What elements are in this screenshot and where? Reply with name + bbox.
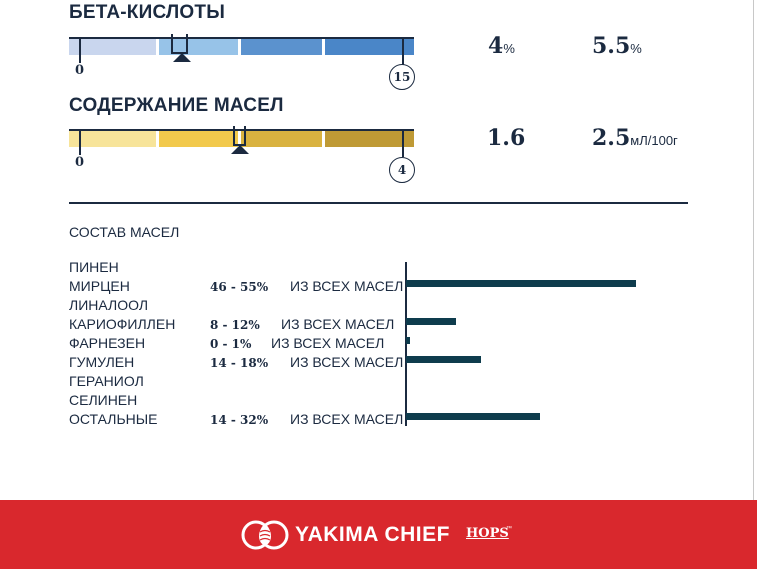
oil-scale-min: 0: [75, 155, 85, 170]
oil-suffix-farnesene: ИЗ ВСЕХ МАСЕЛ: [271, 335, 385, 351]
beta-range-low-value: 4%: [488, 33, 515, 59]
oil-range-caryophyllene: 8 - 12%: [210, 318, 260, 332]
beta-scale-segment-3: [241, 39, 322, 55]
beta-max-tick: [402, 37, 404, 65]
oil-bar-humulene: [406, 356, 481, 363]
oil-range-low-tick: [233, 126, 235, 145]
oil-suffix-humulene: ИЗ ВСЕХ МАСЕЛ: [290, 354, 404, 370]
oil-bar-topline: [69, 129, 414, 131]
oil-suffix-other: ИЗ ВСЕХ МАСЕЛ: [290, 411, 404, 427]
beta-scale-min: 0: [75, 63, 85, 78]
brand-hops: HOPS: [466, 526, 509, 541]
oil-range-high-value: 2.5мЛ/100г: [592, 125, 678, 151]
oil-min-tick: [79, 129, 81, 155]
oil-range-myrcene: 46 - 55%: [210, 280, 269, 294]
oil-name-myrcene: МИРЦЕН: [69, 278, 130, 294]
oil-scale-bar: [69, 131, 414, 147]
oil-name-geraniol: ГЕРАНИОЛ: [69, 373, 144, 389]
oil-scale-segment-1: [69, 131, 156, 147]
beta-acids-title: БЕТА-КИСЛОТЫ: [69, 2, 226, 23]
beta-scale-segment-2: [159, 39, 238, 55]
beta-scale-max: 15: [389, 64, 415, 90]
brand-trademark: ™: [506, 526, 512, 532]
composition-axis-line: [405, 262, 407, 426]
beta-scale-segment-1: [69, 39, 156, 55]
oil-range-high-tick: [244, 126, 246, 145]
oil-bar-caryophyllene: [406, 318, 456, 325]
oil-marker-triangle: [231, 145, 249, 154]
oil-suffix-myrcene: ИЗ ВСЕХ МАСЕЛ: [290, 278, 404, 294]
oil-range-farnesene: 0 - 1%: [210, 337, 252, 351]
beta-marker-triangle: [173, 53, 191, 62]
brand-name: YAKIMA CHIEF: [295, 523, 450, 546]
beta-scale-segment-4: [325, 39, 414, 55]
beta-acids-bar-topline: [69, 37, 414, 39]
oil-bar-other: [406, 413, 540, 420]
oil-content-title: СОДЕРЖАНИЕ МАСЕЛ: [69, 95, 284, 116]
oil-suffix-caryophyllene: ИЗ ВСЕХ МАСЕЛ: [281, 316, 395, 332]
hop-logo-icon: [241, 520, 289, 550]
oil-name-pinene: ПИНЕН: [69, 259, 119, 275]
oil-name-linalool: ЛИНАЛООЛ: [69, 297, 149, 313]
oil-range-other: 14 - 32%: [210, 413, 269, 427]
oil-bar-myrcene: [406, 280, 636, 287]
oil-max-tick: [402, 129, 404, 157]
oil-scale-segment-4: [325, 131, 414, 147]
oil-name-selinene: СЕЛИНЕН: [69, 392, 138, 408]
footer-banner: [0, 500, 757, 569]
oil-name-other: ОСТАЛЬНЫЕ: [69, 411, 158, 427]
oil-name-farnesene: ФАРНЕЗЕН: [69, 335, 146, 351]
beta-min-tick: [79, 37, 81, 63]
oil-scale-max: 4: [389, 157, 415, 183]
beta-range-high-value: 5.5%: [592, 33, 642, 59]
oil-range-low-value: 1.6: [487, 125, 526, 151]
page-edge-line: [753, 0, 754, 500]
oil-scale-segment-3: [241, 131, 322, 147]
oil-name-caryophyllene: КАРИОФИЛЛЕН: [69, 316, 176, 332]
section-divider: [69, 202, 688, 204]
oil-name-humulene: ГУМУЛЕН: [69, 354, 135, 370]
beta-range-low-tick: [171, 34, 173, 53]
oil-bar-farnesene: [406, 337, 410, 344]
oil-scale-segment-2: [159, 131, 238, 147]
beta-acids-scale-bar: [69, 39, 414, 55]
oil-range-humulene: 14 - 18%: [210, 356, 269, 370]
beta-range-high-tick: [186, 34, 188, 53]
composition-title: СОСТАВ МАСЕЛ: [69, 224, 180, 240]
